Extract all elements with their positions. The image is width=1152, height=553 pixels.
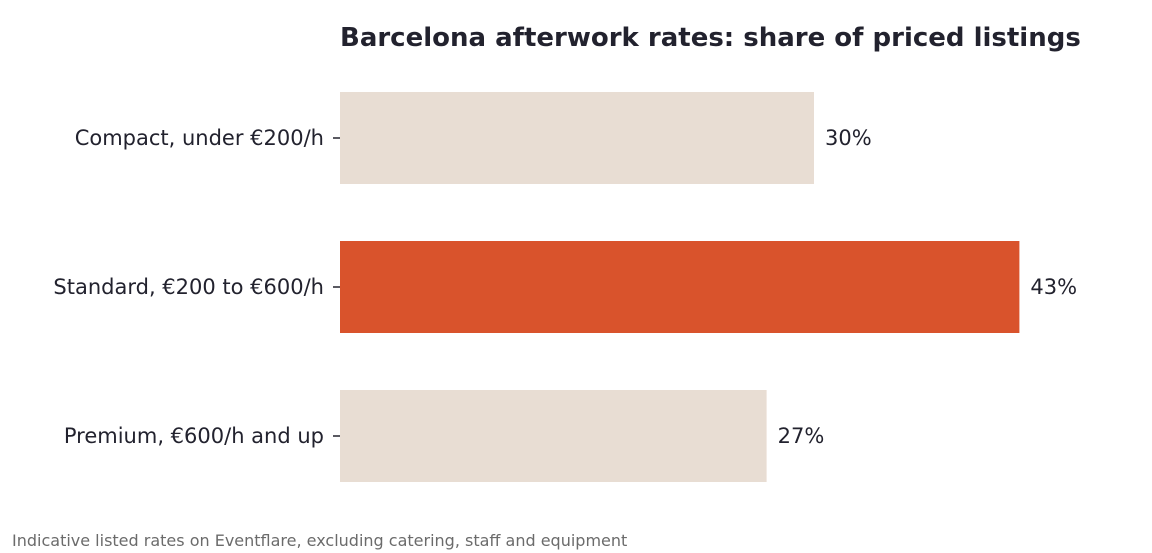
chart-title: Barcelona afterwork rates: share of pric… [340, 23, 1081, 53]
value-label-2: 27% [778, 424, 825, 448]
category-label-1: Standard, €200 to €600/h [53, 275, 324, 299]
category-label-0: Compact, under €200/h [75, 126, 324, 150]
bars-layer: Compact, under €200/h 30% Standard, €200 t… [53, 92, 1077, 482]
footnote: Indicative listed rates on Eventflare, e… [12, 531, 628, 550]
bar-0 [340, 92, 814, 184]
value-label-1: 43% [1030, 275, 1077, 299]
bar-2 [340, 390, 767, 482]
bar-1 [340, 241, 1020, 333]
category-label-2: Premium, €600/h and up [64, 424, 324, 448]
value-label-0: 30% [825, 126, 872, 150]
